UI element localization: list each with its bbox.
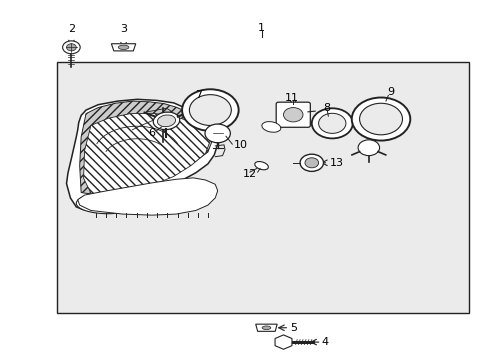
Circle shape [182,89,238,131]
Text: 8: 8 [322,103,329,113]
Circle shape [357,140,379,156]
Polygon shape [111,44,136,51]
Text: 12: 12 [243,169,257,179]
Circle shape [66,44,76,51]
Polygon shape [66,99,217,211]
Circle shape [311,108,352,138]
Circle shape [300,154,323,171]
Text: 11: 11 [285,93,299,103]
Circle shape [204,124,230,143]
Polygon shape [83,113,211,196]
Ellipse shape [254,162,268,170]
FancyBboxPatch shape [276,102,310,127]
Text: 7: 7 [194,90,202,100]
Ellipse shape [76,193,140,214]
Circle shape [351,98,409,140]
Text: 2: 2 [68,24,75,34]
Bar [57,62,468,313]
Text: 9: 9 [386,87,393,97]
Text: 13: 13 [329,158,344,168]
Text: 6: 6 [148,128,155,138]
Circle shape [62,41,80,54]
Circle shape [189,95,231,126]
Circle shape [318,113,345,134]
Ellipse shape [153,112,179,130]
Circle shape [359,103,402,135]
Ellipse shape [262,122,280,132]
Text: 1: 1 [258,23,264,33]
Ellipse shape [262,326,270,329]
Ellipse shape [83,196,132,211]
Text: 5: 5 [289,323,296,333]
Text: 10: 10 [233,140,247,150]
Polygon shape [78,178,217,215]
Polygon shape [255,324,277,331]
Circle shape [283,108,303,122]
Circle shape [305,158,318,168]
Ellipse shape [157,115,175,127]
Text: 4: 4 [321,337,328,347]
Polygon shape [80,101,214,194]
Text: 3: 3 [120,24,127,34]
Ellipse shape [118,45,129,49]
